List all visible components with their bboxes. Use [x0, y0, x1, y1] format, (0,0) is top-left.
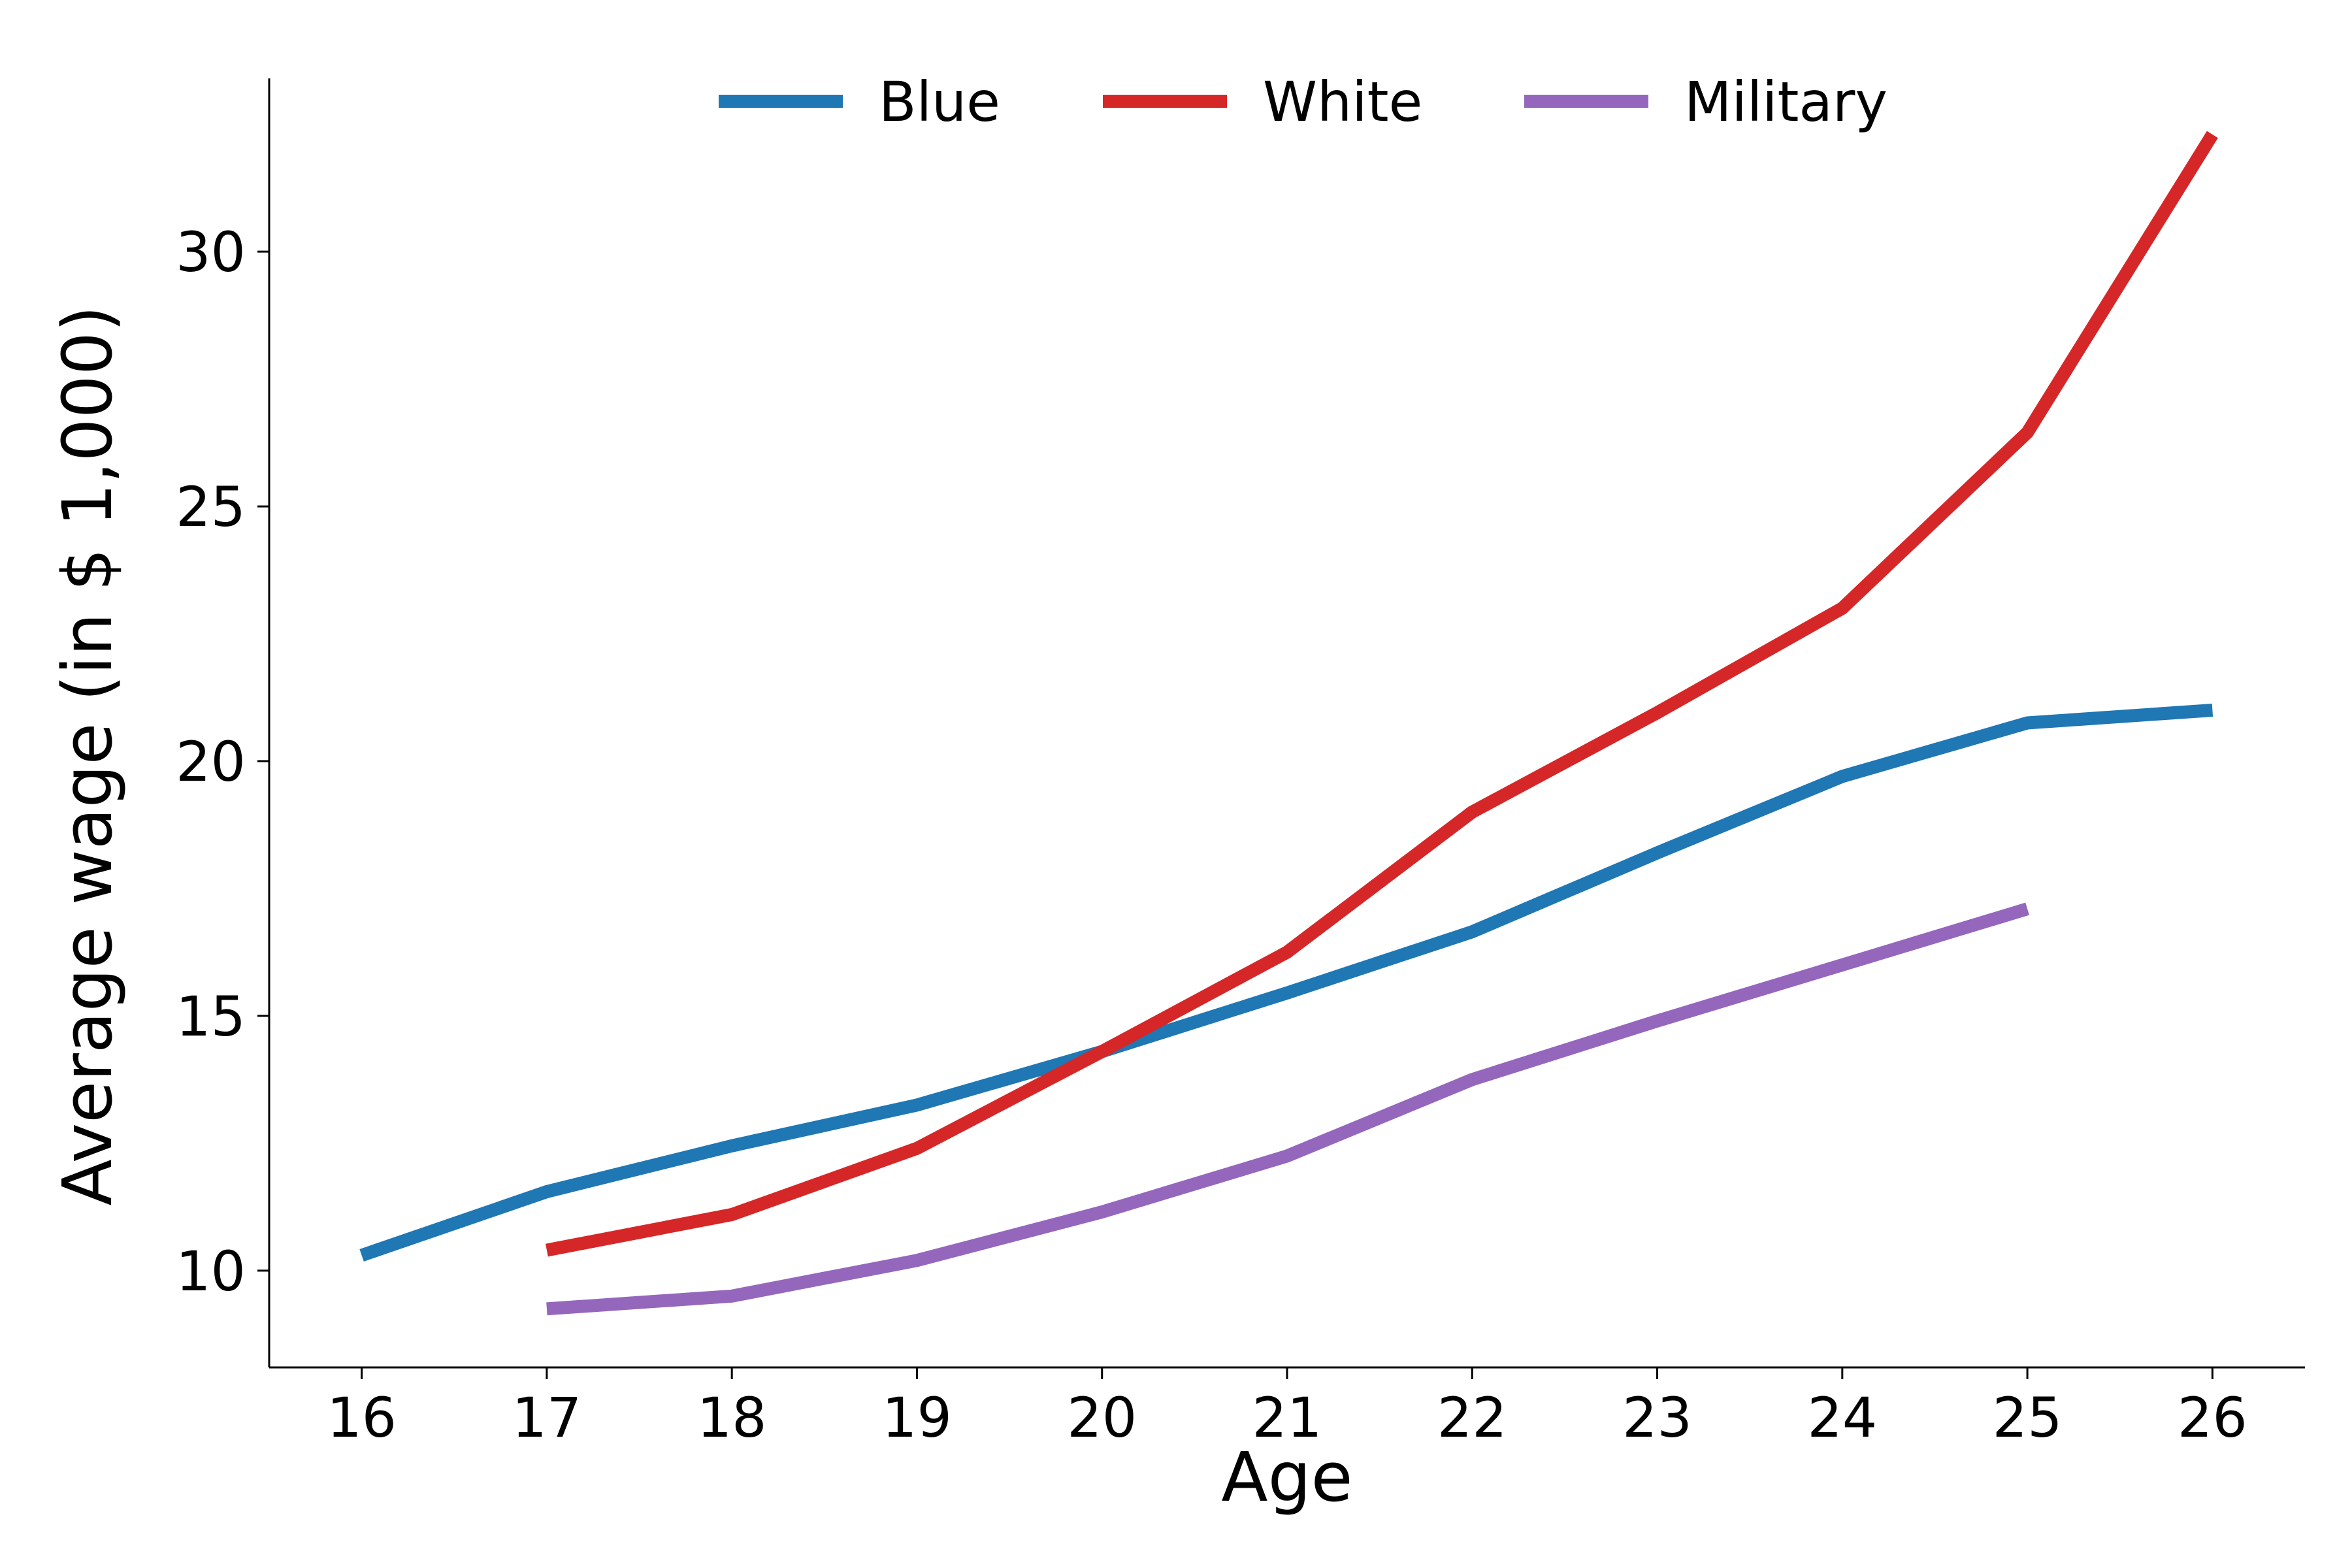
x-tick-label: 21 [1252, 1386, 1322, 1450]
legend-label-military: Military [1684, 70, 1887, 134]
x-tick-label: 20 [1067, 1386, 1137, 1450]
x-tick-label: 16 [327, 1386, 397, 1450]
series-line-white [546, 131, 2218, 1257]
axes: 16 17 18 19 20 21 22 23 24 25 26 10 15 20 25 30 [176, 78, 2305, 1450]
legend-label-blue: Blue [879, 70, 1000, 134]
x-tick-label: 25 [1993, 1386, 2063, 1450]
legend: Blue White Military [719, 70, 1887, 134]
y-tick-label: 30 [176, 220, 246, 284]
y-tick-label: 25 [176, 475, 246, 539]
x-tick-label: 24 [1807, 1386, 1877, 1450]
y-tick-label: 20 [176, 730, 246, 794]
x-tick-label: 19 [882, 1386, 952, 1450]
legend-label-white: White [1263, 70, 1422, 134]
y-tick-label: 10 [176, 1239, 246, 1303]
series-line-military [546, 902, 2029, 1316]
x-axis-label: Age [1221, 1437, 1352, 1517]
series-lines [359, 131, 2218, 1316]
y-tick-label: 15 [176, 985, 246, 1049]
y-axis-label: Average wage (in $ 1,000) [48, 306, 127, 1206]
x-tick-label: 17 [512, 1386, 581, 1450]
x-tick-label: 18 [697, 1386, 767, 1450]
x-tick-label: 22 [1437, 1386, 1507, 1450]
x-tick-label: 26 [2178, 1386, 2247, 1450]
x-tick-label: 23 [1622, 1386, 1692, 1450]
series-line-blue [359, 704, 2213, 1262]
